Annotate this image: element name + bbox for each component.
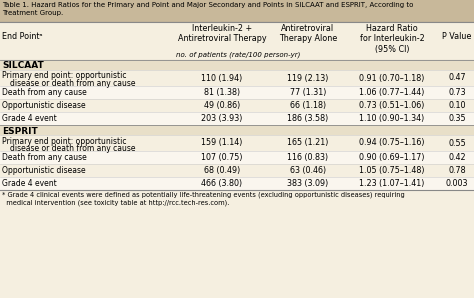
Text: 0.91 (0.70–1.18): 0.91 (0.70–1.18) [359, 74, 425, 83]
Text: 1.06 (0.77–1.44): 1.06 (0.77–1.44) [359, 88, 425, 97]
Text: ESPRIT: ESPRIT [2, 126, 38, 136]
Text: Hazard Ratio
for Interleukin-2
(95% CI): Hazard Ratio for Interleukin-2 (95% CI) [360, 24, 424, 54]
Bar [0, 99, 474, 112]
Text: P Value: P Value [442, 32, 472, 41]
Text: Treatment Group.: Treatment Group. [2, 10, 63, 15]
Text: 0.78: 0.78 [448, 166, 466, 175]
Text: 203 (3.93): 203 (3.93) [201, 114, 243, 123]
Bar [0, 177, 474, 190]
Bar [0, 164, 474, 177]
Text: 1.05 (0.75–1.48): 1.05 (0.75–1.48) [359, 166, 425, 175]
Text: * Grade 4 clinical events were defined as potentially life-threatening events (e: * Grade 4 clinical events were defined a… [2, 192, 405, 198]
Text: Death from any cause: Death from any cause [2, 153, 87, 162]
Text: Table 1. Hazard Ratios for the Primary and Point and Major Secondary and Points : Table 1. Hazard Ratios for the Primary a… [2, 2, 413, 8]
Text: 0.73 (0.51–1.06): 0.73 (0.51–1.06) [359, 101, 425, 110]
Bar [0, 0, 474, 22]
Bar [0, 151, 474, 164]
Text: disease or death from any cause: disease or death from any cause [10, 79, 136, 88]
Text: 466 (3.80): 466 (3.80) [201, 179, 243, 188]
Text: 159 (1.14): 159 (1.14) [201, 139, 243, 148]
Bar [0, 22, 474, 60]
Text: 0.35: 0.35 [448, 114, 466, 123]
Bar [0, 112, 474, 125]
Text: 0.42: 0.42 [448, 153, 466, 162]
Text: SILCAAT: SILCAAT [2, 61, 44, 71]
Text: 0.47: 0.47 [448, 74, 466, 83]
Text: Grade 4 event: Grade 4 event [2, 114, 57, 123]
Text: 49 (0.86): 49 (0.86) [204, 101, 240, 110]
Bar [0, 135, 474, 151]
Text: disease or death from any cause: disease or death from any cause [10, 144, 136, 153]
Text: Opportunistic disease: Opportunistic disease [2, 101, 86, 110]
Text: 383 (3.09): 383 (3.09) [287, 179, 328, 188]
Bar [0, 60, 474, 70]
Text: 81 (1.38): 81 (1.38) [204, 88, 240, 97]
Text: 0.10: 0.10 [448, 101, 466, 110]
Text: 0.55: 0.55 [448, 139, 466, 148]
Text: Antiretroviral
Therapy Alone: Antiretroviral Therapy Alone [279, 24, 337, 44]
Text: Death from any cause: Death from any cause [2, 88, 87, 97]
Text: 0.90 (0.69–1.17): 0.90 (0.69–1.17) [359, 153, 425, 162]
Text: End Pointᵃ: End Pointᵃ [2, 32, 43, 41]
Text: 77 (1.31): 77 (1.31) [290, 88, 326, 97]
Text: 110 (1.94): 110 (1.94) [201, 74, 243, 83]
Text: 116 (0.83): 116 (0.83) [287, 153, 328, 162]
Text: 186 (3.58): 186 (3.58) [287, 114, 328, 123]
Text: 0.94 (0.75–1.16): 0.94 (0.75–1.16) [359, 139, 425, 148]
Text: 66 (1.18): 66 (1.18) [290, 101, 326, 110]
Text: Primary end point: opportunistic: Primary end point: opportunistic [2, 136, 127, 145]
Text: Opportunistic disease: Opportunistic disease [2, 166, 86, 175]
Bar [0, 125, 474, 135]
Text: no. of patients (rate/100 person-yr): no. of patients (rate/100 person-yr) [176, 51, 300, 58]
Text: 1.10 (0.90–1.34): 1.10 (0.90–1.34) [359, 114, 425, 123]
Text: 0.73: 0.73 [448, 88, 466, 97]
Text: Primary end point: opportunistic: Primary end point: opportunistic [2, 72, 127, 80]
Text: Interleukin-2 +
Antiretroviral Therapy: Interleukin-2 + Antiretroviral Therapy [178, 24, 266, 44]
Text: 119 (2.13): 119 (2.13) [287, 74, 328, 83]
Text: Grade 4 event: Grade 4 event [2, 179, 57, 188]
Text: 165 (1.21): 165 (1.21) [287, 139, 328, 148]
Bar [0, 70, 474, 86]
Text: medical intervention (see toxicity table at http://rcc.tech-res.com).: medical intervention (see toxicity table… [2, 200, 229, 207]
Text: 63 (0.46): 63 (0.46) [290, 166, 326, 175]
Text: 107 (0.75): 107 (0.75) [201, 153, 243, 162]
Bar [0, 86, 474, 99]
Text: 0.003: 0.003 [446, 179, 468, 188]
Text: 1.23 (1.07–1.41): 1.23 (1.07–1.41) [359, 179, 425, 188]
Text: 68 (0.49): 68 (0.49) [204, 166, 240, 175]
